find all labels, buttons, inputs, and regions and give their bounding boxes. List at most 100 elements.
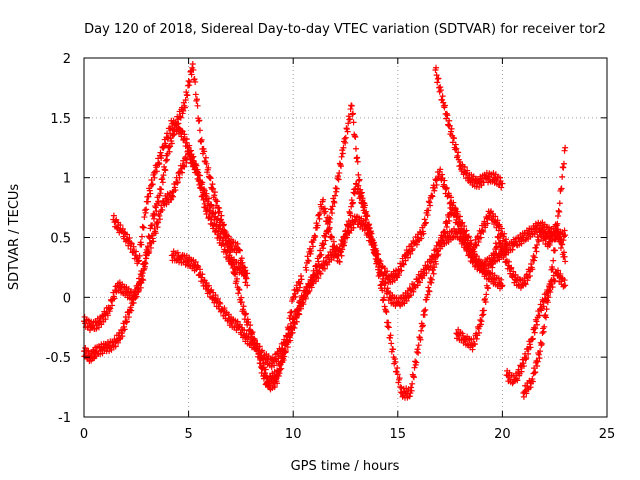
data-point xyxy=(366,225,373,232)
data-point xyxy=(243,330,250,337)
data-point xyxy=(217,222,224,229)
data-point xyxy=(425,207,432,214)
data-point xyxy=(199,179,206,186)
data-point xyxy=(471,248,478,255)
data-point xyxy=(344,128,351,135)
data-point xyxy=(354,158,361,165)
data-point xyxy=(537,348,544,355)
data-point xyxy=(238,299,245,306)
data-point xyxy=(324,214,331,221)
data-point xyxy=(437,166,444,173)
data-point xyxy=(536,355,543,362)
data-point xyxy=(332,192,339,199)
data-point xyxy=(559,241,566,248)
data-point xyxy=(350,119,357,126)
data-point xyxy=(196,172,203,179)
data-point xyxy=(523,354,530,361)
data-point xyxy=(484,220,491,227)
data-point xyxy=(234,318,241,325)
data-point xyxy=(345,218,352,225)
data-point xyxy=(237,247,244,254)
data-point xyxy=(551,247,558,254)
data-point xyxy=(443,184,450,191)
data-point xyxy=(275,353,282,360)
data-point xyxy=(137,280,144,287)
data-point xyxy=(305,258,312,265)
data-point xyxy=(292,293,299,300)
data-point xyxy=(541,229,548,236)
data-point xyxy=(409,380,416,387)
data-point xyxy=(560,160,567,167)
data-point xyxy=(339,150,346,157)
data-point xyxy=(489,258,496,265)
data-point xyxy=(416,279,423,286)
data-point xyxy=(241,327,248,334)
data-point xyxy=(497,235,504,242)
y-tick-label: -1 xyxy=(58,411,71,426)
data-point xyxy=(561,277,568,284)
data-point xyxy=(179,169,186,176)
data-point xyxy=(305,289,312,296)
data-point xyxy=(160,172,167,179)
y-axis-title: SDTVAR / TECUs xyxy=(7,184,22,291)
data-point xyxy=(499,241,506,248)
data-point xyxy=(126,235,133,242)
data-point xyxy=(107,305,114,312)
data-point xyxy=(241,264,248,271)
data-point xyxy=(533,248,540,255)
data-point xyxy=(346,116,353,123)
data-point xyxy=(385,324,392,331)
data-point xyxy=(471,341,478,348)
data-point xyxy=(159,179,166,186)
data-point xyxy=(527,344,534,351)
data-point xyxy=(196,117,203,124)
data-point xyxy=(482,298,489,305)
data-point xyxy=(244,282,251,289)
data-point xyxy=(378,281,385,288)
data-point xyxy=(554,267,561,274)
data-point xyxy=(329,210,336,217)
data-point xyxy=(271,362,278,369)
data-point xyxy=(158,152,165,159)
x-tick-label: 15 xyxy=(390,427,407,442)
data-point xyxy=(514,377,521,384)
data-point xyxy=(205,164,212,171)
data-point xyxy=(236,286,243,293)
data-point xyxy=(423,270,430,277)
data-point xyxy=(212,292,219,299)
data-point xyxy=(398,267,405,274)
data-point xyxy=(409,245,416,252)
data-point xyxy=(433,181,440,188)
data-point xyxy=(257,357,264,364)
data-point xyxy=(468,240,475,247)
data-point xyxy=(476,256,483,263)
data-point xyxy=(459,332,466,339)
data-point xyxy=(394,364,401,371)
data-point xyxy=(501,249,508,256)
data-point xyxy=(245,318,252,325)
data-point xyxy=(388,340,395,347)
data-point xyxy=(338,163,345,170)
data-point xyxy=(149,222,156,229)
data-point xyxy=(549,237,556,244)
data-point xyxy=(329,203,336,210)
data-point xyxy=(158,186,165,193)
data-point xyxy=(550,257,557,264)
data-point xyxy=(465,233,472,240)
data-point xyxy=(134,288,141,295)
data-point xyxy=(117,222,124,229)
data-point xyxy=(554,212,561,219)
data-point xyxy=(341,242,348,249)
chart-title: Day 120 of 2018, Sidereal Day-to-day VTE… xyxy=(84,22,606,37)
data-point xyxy=(109,302,116,309)
data-point xyxy=(499,180,506,187)
data-point xyxy=(262,372,269,379)
data-point xyxy=(239,259,246,266)
data-point xyxy=(368,230,375,237)
data-point xyxy=(224,247,231,254)
data-point xyxy=(387,332,394,339)
data-point xyxy=(271,384,278,391)
data-point xyxy=(352,133,359,140)
data-point xyxy=(355,182,362,189)
data-point xyxy=(543,314,550,321)
